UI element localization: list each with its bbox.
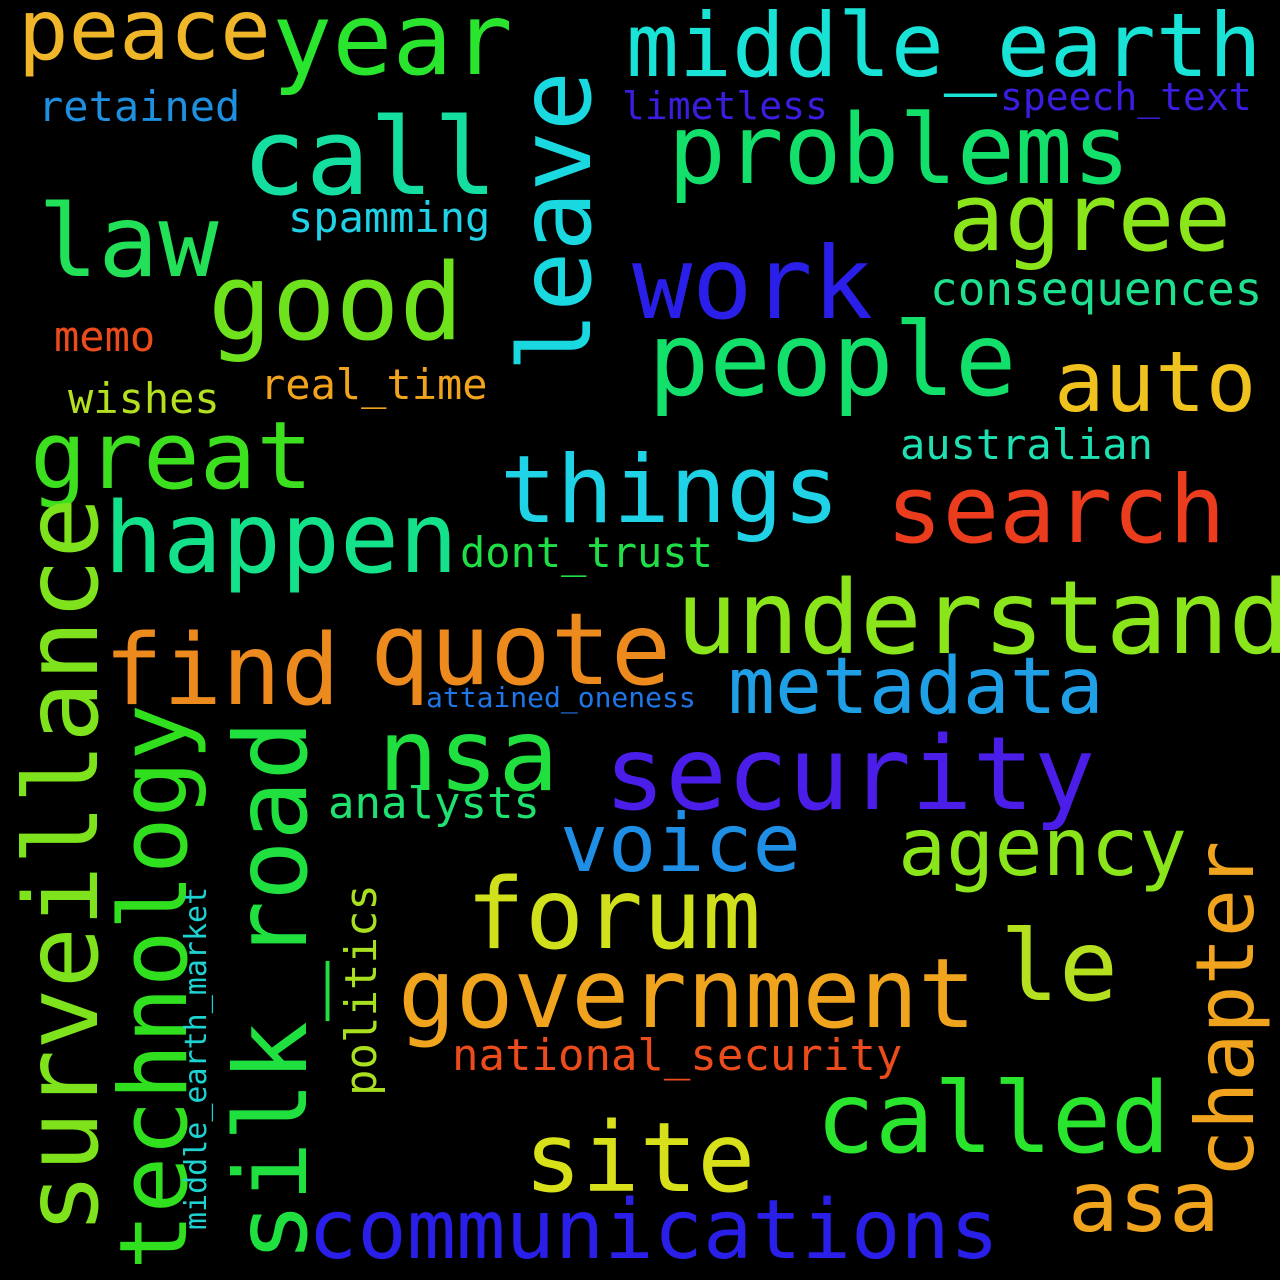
word-middle-earth-market: middle_earth_market	[179, 886, 214, 1230]
word-leave: leave	[497, 70, 614, 372]
word-people: people	[648, 301, 1017, 420]
word-peace: peace	[18, 0, 271, 79]
word-law: law	[38, 183, 219, 300]
word-find: find	[104, 614, 341, 728]
word-security: security	[604, 715, 1096, 834]
word-real-time: real_time	[260, 360, 488, 409]
word-consequences: consequences	[930, 262, 1263, 316]
word-problems: problems	[668, 94, 1131, 206]
word-great: great	[30, 402, 313, 511]
word-speech-text: speech_text	[1000, 75, 1252, 119]
word-metadata: metadata	[728, 642, 1104, 732]
word-middle-earth: middle_earth	[626, 0, 1262, 97]
word-dont-trust: dont_trust	[460, 528, 713, 577]
word-work: work	[632, 225, 873, 342]
word-agency: agency	[898, 801, 1187, 894]
word-forum: forum	[466, 858, 762, 972]
word-le: le	[1000, 910, 1119, 1024]
word-good: good	[208, 241, 464, 364]
word-site: site	[524, 1102, 756, 1214]
word-auto: auto	[1054, 333, 1257, 431]
word-national-security: national_security	[452, 1030, 903, 1081]
word-agree: agree	[948, 164, 1231, 273]
word-search: search	[886, 456, 1226, 565]
word-attained-oneness: attained_oneness	[426, 681, 696, 714]
word-australian: australian	[900, 420, 1153, 469]
word-understand: understand	[676, 559, 1280, 678]
word-call: call	[242, 96, 498, 219]
word-surveillance: surveillance	[3, 497, 122, 1234]
word-year: year	[272, 0, 513, 98]
word-analysts: analysts	[328, 778, 540, 829]
word-silk-road: silk_road	[213, 720, 330, 1262]
word-communications: communications	[308, 1183, 1000, 1278]
word-government: government	[398, 938, 976, 1050]
word-quote: quote	[370, 591, 672, 708]
word-limetless: limetless	[622, 84, 828, 128]
word-politics: politics	[336, 884, 387, 1096]
word-happen: happen	[104, 482, 459, 596]
word-spamming: spamming	[288, 193, 491, 242]
word-asa: asa	[1068, 1153, 1220, 1251]
word-chapter: chapter	[1179, 840, 1272, 1178]
word-wishes: wishes	[68, 374, 220, 423]
word-called: called	[816, 1062, 1171, 1176]
word-things: things	[500, 436, 840, 545]
word-retained: retained	[38, 82, 241, 131]
word-memo: memo	[54, 312, 156, 361]
word-nsa: nsa	[378, 697, 559, 814]
word-voice: voice	[560, 797, 801, 890]
